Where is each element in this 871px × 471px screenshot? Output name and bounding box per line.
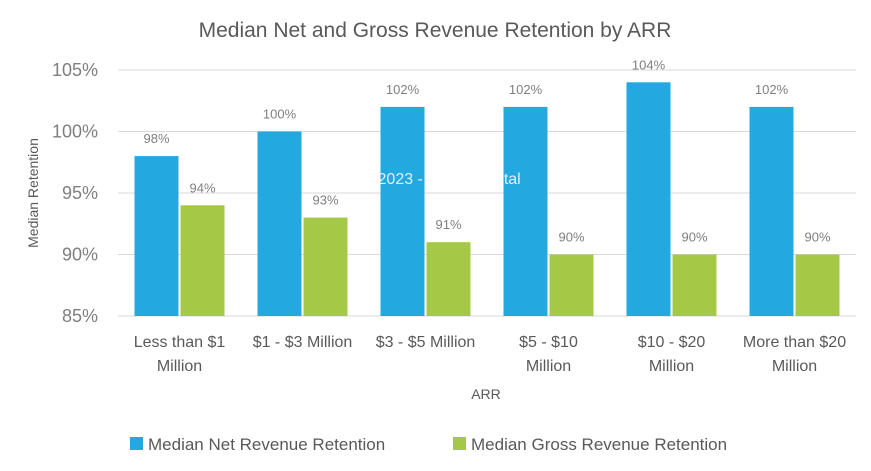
data-label-gross: 91% — [435, 217, 461, 232]
bar-net-retention — [380, 106, 425, 317]
x-tick-label: $10 - $20 — [638, 334, 706, 351]
bar-gross-retention — [795, 254, 840, 316]
x-tick-label: Less than $1 — [134, 334, 226, 351]
data-label-gross: 90% — [558, 230, 584, 245]
bar-gross-retention — [426, 242, 471, 316]
x-tick-label: $1 - $3 Million — [253, 334, 353, 351]
bar-net-retention — [134, 156, 179, 316]
bar-gross-retention — [672, 254, 717, 316]
bars — [134, 82, 840, 317]
y-tick-label: 105% — [52, 60, 98, 80]
x-tick-label: Million — [649, 358, 694, 375]
bar-net-retention — [626, 82, 671, 316]
bar-gross-retention — [549, 254, 594, 316]
x-tick-label: Million — [772, 358, 817, 375]
x-tick-label: Million — [157, 358, 202, 375]
data-label-gross: 90% — [804, 230, 830, 245]
y-tick-label: 95% — [62, 183, 98, 203]
watermark: © 2023 - SaaS Capital — [361, 171, 520, 188]
legend: Median Net Revenue Retention Median Gross… — [130, 435, 727, 454]
bar-net-retention — [749, 106, 794, 317]
chart-title: Median Net and Gross Revenue Retention b… — [199, 19, 672, 42]
data-label-gross: 93% — [312, 193, 338, 208]
bar-gross-retention — [303, 217, 348, 316]
y-tick-label: 90% — [62, 245, 98, 265]
bar-net-retention — [503, 106, 548, 317]
legend-swatch-net — [130, 437, 143, 450]
y-axis-ticks: 85% 90% 95% 100% 105% — [52, 60, 98, 326]
data-labels: 98% 94% 100% 93% 102% 91% 102% 90% 104% 90% 102% 90… — [143, 57, 830, 244]
bar-gross-retention — [180, 205, 225, 316]
y-tick-label: 85% — [62, 306, 98, 326]
data-label-net: 98% — [143, 131, 169, 146]
bar-net-retention — [257, 131, 302, 316]
legend-label-net: Median Net Revenue Retention — [148, 435, 385, 454]
x-tick-label: $3 - $5 Million — [376, 334, 476, 351]
data-label-net: 102% — [755, 82, 789, 97]
legend-swatch-gross — [453, 437, 466, 450]
data-label-net: 104% — [632, 57, 666, 72]
x-tick-label: More than $20 — [743, 334, 846, 351]
x-axis-title: ARR — [471, 386, 501, 402]
data-label-net: 100% — [263, 107, 297, 122]
data-label-net: 102% — [509, 82, 543, 97]
y-axis-title: Median Retention — [25, 138, 41, 248]
data-label-gross: 94% — [189, 180, 215, 195]
x-tick-label: $5 - $10 — [519, 334, 578, 351]
legend-label-gross: Median Gross Revenue Retention — [471, 435, 727, 454]
x-axis-ticks: Less than $1 Million $1 - $3 Million $3 - $… — [134, 334, 847, 375]
gridlines — [118, 69, 856, 317]
x-tick-label: Million — [526, 358, 571, 375]
data-label-gross: 90% — [681, 230, 707, 245]
y-tick-label: 100% — [52, 122, 98, 142]
data-label-net: 102% — [386, 82, 420, 97]
